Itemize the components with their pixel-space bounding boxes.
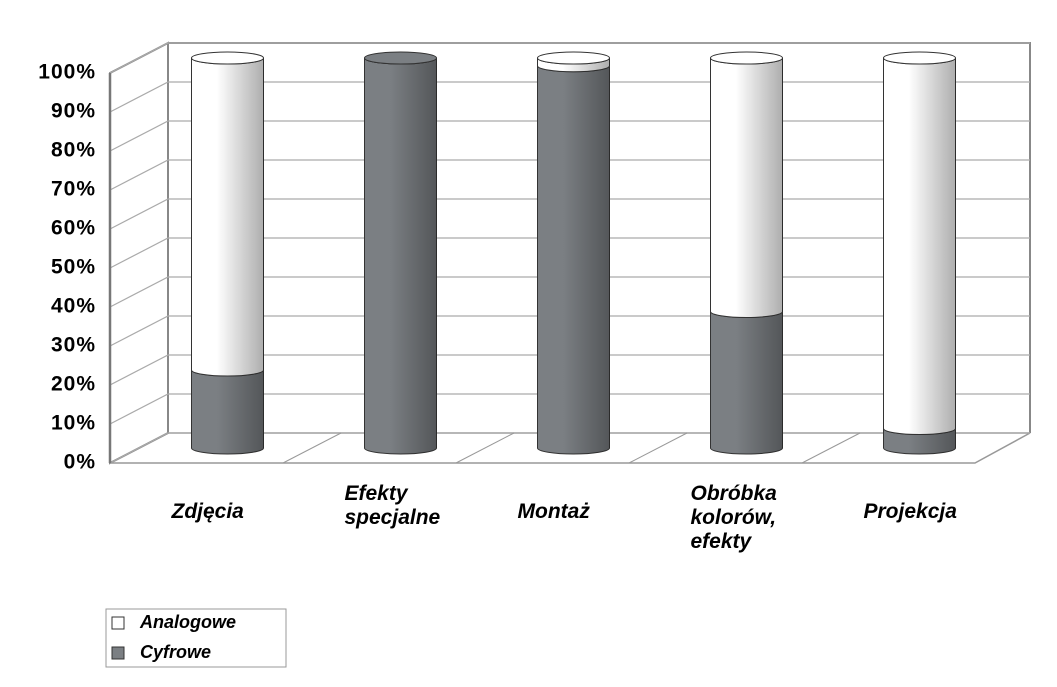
shade [537,65,610,455]
y-tick-label: 20% [51,373,96,396]
x-tick-label: Efekty specjalne [344,482,441,529]
floor-divider [628,432,688,464]
legend-swatch [111,646,125,660]
shade [537,58,610,72]
cylinder-top [710,51,783,65]
floor-divider [455,432,515,464]
cylinder-top [883,51,956,65]
y-tick-label: 100% [38,61,96,84]
y-tick-label: 60% [51,217,96,240]
cylinder-top [537,51,610,65]
cylinder-top [364,51,437,65]
cylinder-top [191,51,264,65]
grid-line [109,42,1030,74]
legend-label: Analogowe [139,612,236,632]
shade [710,311,783,455]
x-tick-label: Projekcja [863,500,957,523]
legend-swatch [111,616,125,630]
shade [883,58,956,435]
x-tick-label: Montaż [517,500,590,523]
shade [364,58,437,455]
y-tick-label: 0% [64,451,96,474]
legend-box [105,608,287,668]
y-tick-label: 70% [51,178,96,201]
floor-divider [801,432,861,464]
x-tick-label: Obróbka kolorów, efekty [690,482,777,553]
y-tick-label: 40% [51,295,96,318]
y-tick-label: 10% [51,412,96,435]
y-tick-label: 30% [51,334,96,357]
shade [883,428,956,455]
y-tick-label: 50% [51,256,96,279]
shade [191,370,264,455]
shade [191,58,264,376]
shade [710,58,783,318]
floor-divider [282,432,342,464]
x-tick-label: Zdjęcia [171,500,244,523]
y-tick-label: 90% [51,100,96,123]
y-tick-label: 80% [51,139,96,162]
legend-label: Cyfrowe [140,642,211,662]
